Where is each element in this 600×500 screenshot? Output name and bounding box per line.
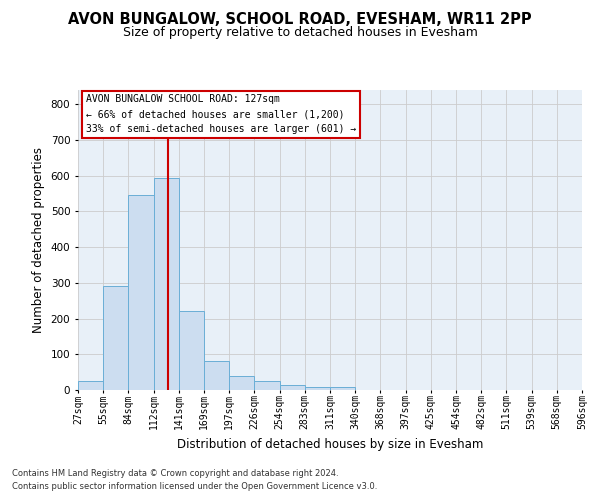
Bar [78,381,103,390]
Text: AVON BUNGALOW SCHOOL ROAD: 127sqm
← 66% of detached houses are smaller (1,200)
3: AVON BUNGALOW SCHOOL ROAD: 127sqm ← 66% … [86,94,356,134]
Text: Contains public sector information licensed under the Open Government Licence v3: Contains public sector information licen… [12,482,377,491]
X-axis label: Distribution of detached houses by size in Evesham: Distribution of detached houses by size … [177,438,483,451]
Bar [154,178,179,390]
Bar [179,312,204,390]
Bar [229,376,254,390]
Bar [204,362,229,390]
Bar [103,286,128,390]
Text: AVON BUNGALOW, SCHOOL ROAD, EVESHAM, WR11 2PP: AVON BUNGALOW, SCHOOL ROAD, EVESHAM, WR1… [68,12,532,28]
Bar [330,387,355,390]
Y-axis label: Number of detached properties: Number of detached properties [32,147,45,333]
Text: Size of property relative to detached houses in Evesham: Size of property relative to detached ho… [122,26,478,39]
Text: Contains HM Land Registry data © Crown copyright and database right 2024.: Contains HM Land Registry data © Crown c… [12,468,338,477]
Bar [280,386,305,390]
Bar [254,381,280,390]
Bar [128,196,154,390]
Bar [305,387,330,390]
